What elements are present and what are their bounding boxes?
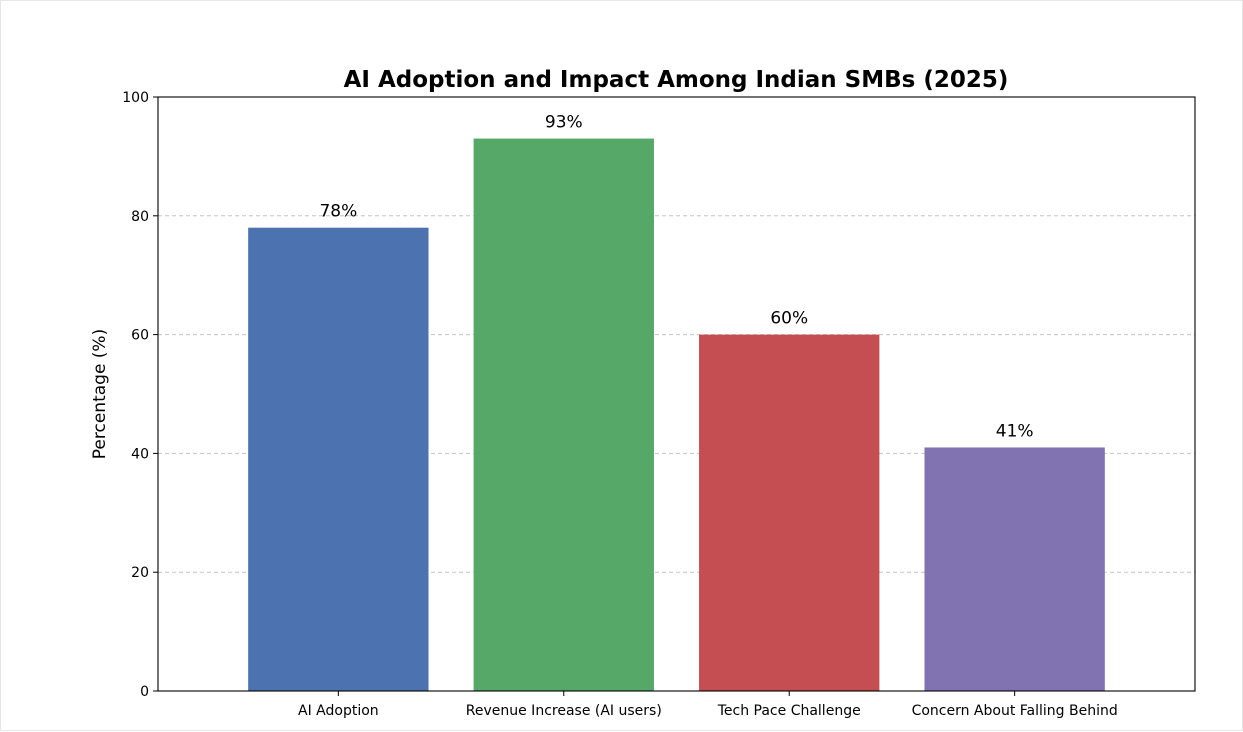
data-label-3: 60%: [770, 309, 808, 329]
chart-title: AI Adoption and Impact Among Indian SMBs…: [344, 67, 1009, 93]
x-tick-label-3: Tech Pace Challenge: [717, 703, 861, 719]
data-label-4: 41%: [996, 421, 1034, 441]
bar-1: [248, 227, 429, 691]
y-tick-label-20: 20: [131, 565, 149, 581]
data-labels: 78% 93% 60% 41%: [319, 113, 1033, 442]
data-label-1: 78%: [319, 202, 357, 222]
plot-frame: [157, 96, 1196, 692]
bar-3: [699, 334, 880, 691]
y-tick-label-0: 0: [140, 684, 149, 700]
y-tick-label-40: 40: [131, 446, 149, 462]
y-tick-label-60: 60: [131, 328, 149, 344]
y-tick-label-100: 100: [122, 90, 149, 106]
x-tick-label-4: Concern About Falling Behind: [912, 703, 1118, 719]
x-axis-ticks: AI Adoption Revenue Increase (AI users) Te…: [298, 691, 1118, 719]
bar-4: [924, 447, 1105, 691]
x-tick-label-1: AI Adoption: [298, 703, 379, 719]
x-tick-label-2: Revenue Increase (AI users): [466, 703, 662, 719]
y-tick-label-80: 80: [131, 209, 149, 225]
bars: [248, 138, 1105, 691]
y-axis-label: Percentage (%): [90, 329, 110, 459]
y-axis-ticks: 0 20 40 60 80 100: [122, 90, 158, 700]
bar-2: [473, 138, 654, 691]
data-label-2: 93%: [545, 113, 583, 133]
